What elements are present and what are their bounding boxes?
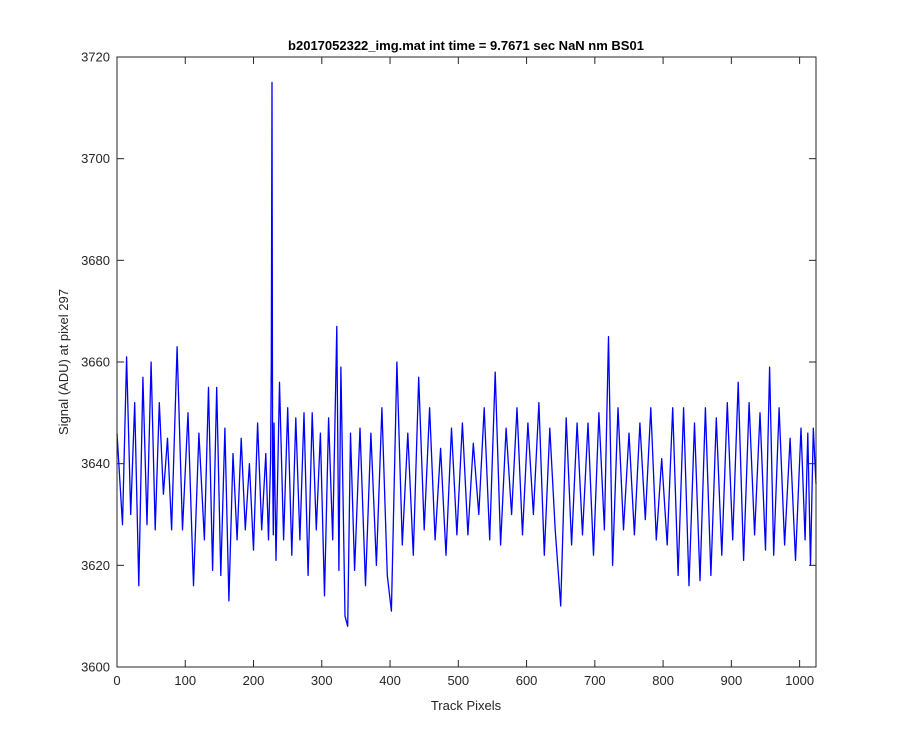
y-axis: 3600 3620 3640 3660 3680 3700 3720	[81, 50, 816, 675]
x-tick-label: 700	[584, 673, 606, 688]
x-tick-label: 200	[243, 673, 265, 688]
x-tick-label: 100	[174, 673, 196, 688]
chart-title: b2017052322_img.mat int time = 9.7671 se…	[288, 38, 644, 53]
x-tick-label: 800	[652, 673, 674, 688]
y-tick-label: 3680	[81, 253, 110, 268]
y-tick-label: 3600	[81, 660, 110, 675]
y-tick-label: 3660	[81, 355, 110, 370]
x-axis-label: Track Pixels	[431, 698, 502, 713]
x-axis: 0 100 200 300 400 500 600 700 800 900 1000	[113, 57, 814, 688]
y-tick-label: 3720	[81, 50, 110, 65]
x-tick-label: 400	[379, 673, 401, 688]
x-tick-label: 600	[516, 673, 538, 688]
y-axis-label: Signal (ADU) at pixel 297	[56, 289, 71, 435]
x-tick-label: 0	[113, 673, 120, 688]
x-tick-label: 300	[311, 673, 333, 688]
series-layer	[116, 81, 817, 627]
y-tick-label: 3620	[81, 558, 110, 573]
x-tick-label: 900	[721, 673, 743, 688]
series-line-0	[116, 81, 817, 627]
x-tick-label: 500	[447, 673, 469, 688]
x-tick-label: 1000	[785, 673, 814, 688]
y-tick-label: 3640	[81, 456, 110, 471]
y-tick-label: 3700	[81, 151, 110, 166]
